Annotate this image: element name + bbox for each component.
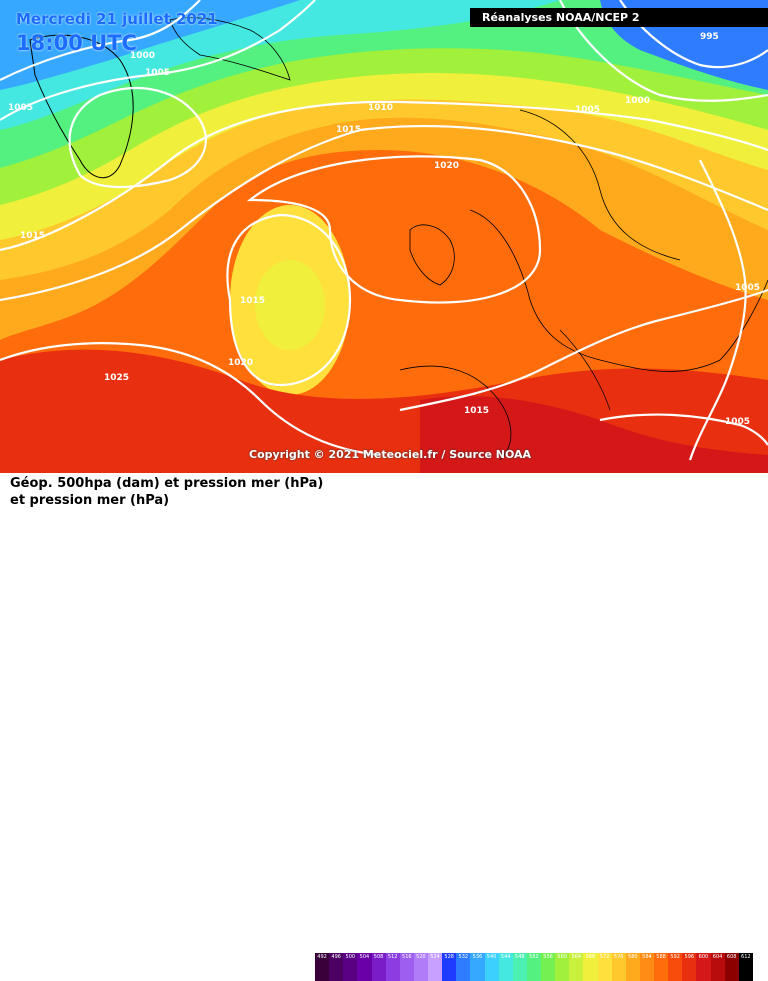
isobar-1020 xyxy=(246,155,542,304)
scale-label: 564 xyxy=(571,954,582,960)
map-footer: Géop. 500hpa (dam) et pression mer (hPa)… xyxy=(0,473,768,981)
isobar-label: 1025 xyxy=(104,373,129,383)
scale-label: 600 xyxy=(698,954,709,960)
isobar-1015 xyxy=(0,124,768,302)
isobar-label: 1005 xyxy=(145,68,170,78)
scale-label: 576 xyxy=(613,954,624,960)
scale-label: 548 xyxy=(515,954,525,960)
arctic-islands-coastline xyxy=(169,17,291,81)
scale-label: 560 xyxy=(557,954,567,960)
scale-label: 520 xyxy=(416,954,426,960)
scale-label: 512 xyxy=(387,954,398,960)
scale-label: 504 xyxy=(359,954,370,960)
scale-label: 496 xyxy=(331,954,341,960)
map-time: 18:00 UTC xyxy=(16,31,137,55)
isobar-1000-nw xyxy=(0,0,201,81)
isobar-label: 1020 xyxy=(228,358,253,368)
scale-label: 608 xyxy=(726,954,737,960)
geopotential-dome-inner xyxy=(255,260,325,350)
isobar-1015-south xyxy=(399,288,768,412)
scale-label: 580 xyxy=(628,954,638,960)
scale-label: 556 xyxy=(543,954,553,960)
source-banner: Réanalyses NOAA/NCEP 2 xyxy=(470,8,768,27)
footer-title: Géop. 500hpa (dam) et pression mer (hPa) xyxy=(10,476,324,491)
scale-label: 588 xyxy=(656,954,666,960)
scale-label: 508 xyxy=(373,954,384,960)
isobar-1000-ne xyxy=(559,0,768,102)
isobar-label-group: 1000 1005 1005 995 1010 1015 1020 1005 1… xyxy=(8,32,760,427)
scale-label: 528 xyxy=(444,954,454,960)
scale-label: 516 xyxy=(402,954,412,960)
color-scale-labels: 492 496 500 504 508 512 516 520 524 528 532 536 540 5… xyxy=(315,954,753,960)
isobar-label: 1005 xyxy=(735,283,760,293)
scale-label: 612 xyxy=(741,954,751,960)
isobar-1005-closed xyxy=(68,87,207,188)
footer-subtitle: et pression mer (hPa) xyxy=(10,493,170,508)
isobar-1005-se xyxy=(599,413,768,446)
geopotential-band-536 xyxy=(0,0,300,90)
isobar-label: 1015 xyxy=(240,296,265,306)
scale-label: 536 xyxy=(472,954,483,960)
isobar-label: 1005 xyxy=(725,417,750,427)
scale-label: 596 xyxy=(684,954,695,960)
italy-coastline xyxy=(559,329,611,411)
scale-label: 492 xyxy=(317,954,327,960)
scandinavia-coastline xyxy=(519,109,681,261)
europe-coastline xyxy=(469,209,768,372)
isobar-label: 1005 xyxy=(8,103,33,113)
scale-label: 500 xyxy=(345,954,356,960)
isobar-label: 1015 xyxy=(20,231,45,241)
isobar-1010 xyxy=(0,100,768,252)
scale-label: 532 xyxy=(458,954,469,960)
isobar-label: 1005 xyxy=(575,105,600,115)
scale-label: 540 xyxy=(486,954,497,960)
isobar-label: 1000 xyxy=(625,96,650,106)
isobar-1005-nw xyxy=(0,0,316,121)
color-scale-legend: 492 496 500 504 508 512 516 520 524 528 532 536 540 5… xyxy=(315,953,753,981)
isobar-label: 1020 xyxy=(434,161,459,171)
british-isles-coastline xyxy=(409,224,455,286)
isobar-label: 1015 xyxy=(336,125,361,135)
scale-label: 552 xyxy=(529,954,539,960)
isobar-1025 xyxy=(0,342,381,457)
geopotential-map-canvas: 1000 1005 1005 995 1010 1015 1020 1005 1… xyxy=(0,0,768,473)
scale-label: 524 xyxy=(430,954,440,960)
isobar-label: 1015 xyxy=(464,406,489,416)
scale-label: 584 xyxy=(642,954,652,960)
isobar-label: 995 xyxy=(700,32,719,42)
isobar-label: 1010 xyxy=(368,103,393,113)
scale-label: 604 xyxy=(712,954,723,960)
scale-label: 544 xyxy=(500,954,511,960)
copyright-notice: Copyright © 2021 Meteociel.fr / Source N… xyxy=(249,448,532,461)
greenland-coastline xyxy=(29,34,134,179)
weather-map: 1000 1005 1005 995 1010 1015 1020 1005 1… xyxy=(0,0,768,473)
isobar-1005-e xyxy=(688,159,747,461)
scale-label: 568 xyxy=(585,954,596,960)
isobar-1015-closed xyxy=(226,213,352,387)
scale-label: 572 xyxy=(599,954,610,960)
scale-label: 592 xyxy=(670,954,680,960)
map-date: Mercredi 21 juillet 2021 xyxy=(16,10,218,28)
isobar-label: 1000 xyxy=(130,51,155,61)
